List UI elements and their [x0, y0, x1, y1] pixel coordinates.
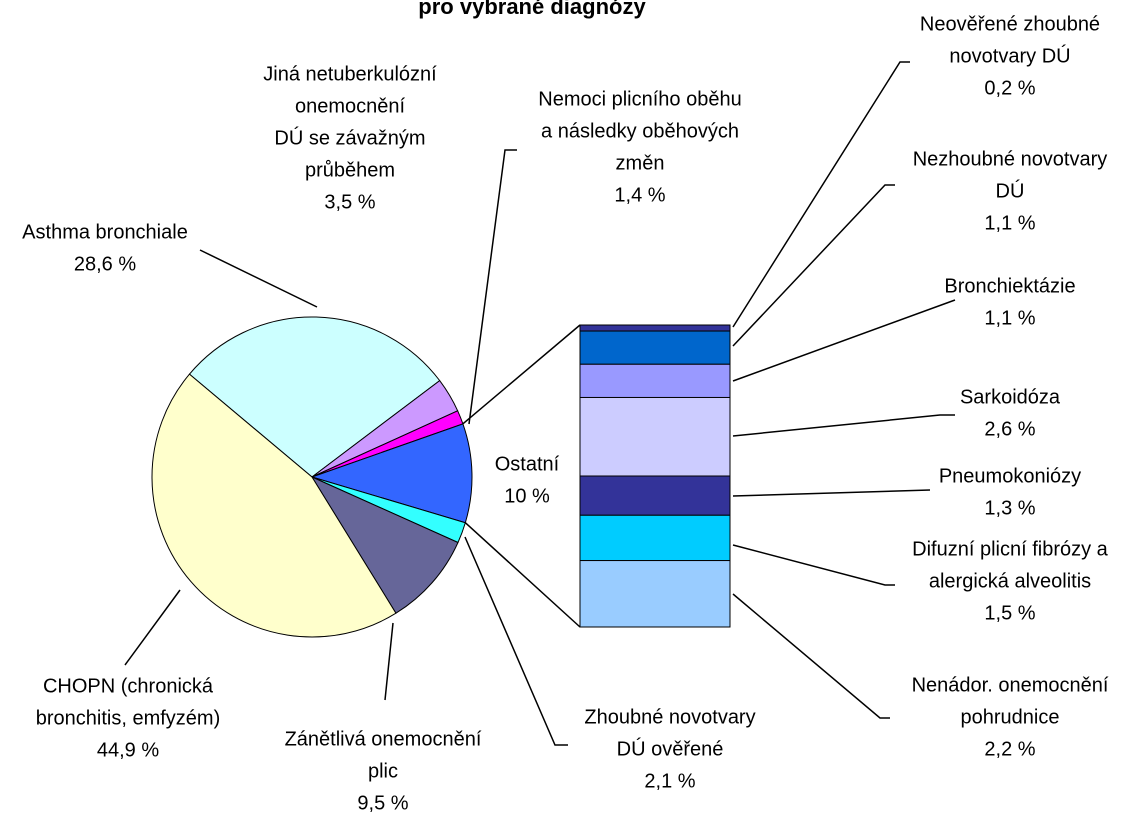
value-label: 44,9 %	[97, 739, 159, 761]
bar-segment	[579, 324, 731, 332]
leader-line	[468, 149, 517, 425]
value-label: 1,1 %	[984, 212, 1035, 234]
pie-slice	[188, 316, 441, 478]
slice-label: onemocnění	[295, 95, 406, 117]
leader-line	[732, 593, 890, 719]
pie-slice	[310, 423, 473, 524]
slice-label: Bronchiektázie	[944, 275, 1075, 297]
slice-label: Zánětlivá onemocnění	[285, 728, 482, 750]
value-label: 1,3 %	[984, 497, 1035, 519]
bar-segment	[579, 396, 731, 477]
value-label: 9,5 %	[357, 792, 408, 814]
connector	[462, 324, 581, 425]
slice-label: plic	[368, 760, 398, 782]
value-label: 10 %	[504, 485, 550, 507]
slice-label: Neověřené zhoubné	[920, 13, 1100, 35]
slice-label: Pneumokoniózy	[939, 465, 1081, 487]
leader-line	[732, 61, 910, 328]
slice-label: bronchitis, emfyzém)	[36, 707, 221, 729]
bar-segment	[579, 475, 731, 516]
slice-label: Difuzní plicní fibrózy a	[912, 538, 1109, 560]
value-label: 2,6 %	[984, 418, 1035, 440]
slice-label: DÚ	[996, 179, 1025, 202]
value-label: 28,6 %	[74, 253, 136, 275]
leader-line	[732, 544, 895, 586]
bar-segment	[579, 363, 731, 398]
bar-segment	[579, 514, 731, 562]
pie-slice	[151, 373, 397, 638]
slice-label: DÚ se závažným	[274, 126, 425, 149]
slice-label: a následky oběhových	[541, 120, 739, 142]
leader-line	[384, 622, 394, 701]
slice-label: DÚ ověřené	[617, 737, 724, 760]
bar-segment	[579, 330, 731, 365]
slice-label: novotvary DÚ	[949, 44, 1070, 67]
leader-line	[124, 589, 181, 666]
leader-line	[199, 249, 318, 308]
slice-label: pohrudnice	[961, 706, 1060, 728]
pie-slice	[310, 475, 459, 614]
value-label: 1,4 %	[614, 184, 665, 206]
slice-label: Nenádor. onemocnění	[912, 674, 1109, 696]
value-label: 1,5 %	[984, 602, 1035, 624]
slice-label: Nemoci plicního oběhu	[538, 88, 741, 110]
slice-label: Nezhoubné novotvary	[913, 148, 1108, 170]
slice-label: alergická alveolitis	[929, 570, 1091, 592]
value-label: 0,2 %	[984, 77, 1035, 99]
leader-line	[732, 184, 895, 347]
value-label: 2,1 %	[644, 770, 695, 792]
bar-segment	[579, 560, 731, 628]
chart-title: pro vybrané diagnózy	[418, 0, 646, 19]
slice-label: Zhoubné novotvary	[584, 706, 755, 728]
value-label: 1,1 %	[984, 307, 1035, 329]
leader-line	[732, 489, 931, 497]
leader-line	[464, 536, 568, 746]
connector	[464, 522, 581, 628]
leader-line	[732, 299, 956, 382]
slice-label: CHOPN (chronická	[43, 675, 214, 697]
slice-label: změn	[616, 152, 665, 174]
value-label: 2,2 %	[984, 738, 1035, 760]
leader-line	[732, 414, 955, 437]
slice-label: Asthma bronchiale	[22, 221, 188, 243]
slice-label: průběhem	[305, 159, 395, 181]
slice-label: Ostatní	[495, 453, 560, 475]
slice-label: Jiná netuberkulózní	[263, 63, 437, 85]
value-label: 3,5 %	[324, 191, 375, 213]
slice-label: Sarkoidóza	[960, 386, 1061, 408]
